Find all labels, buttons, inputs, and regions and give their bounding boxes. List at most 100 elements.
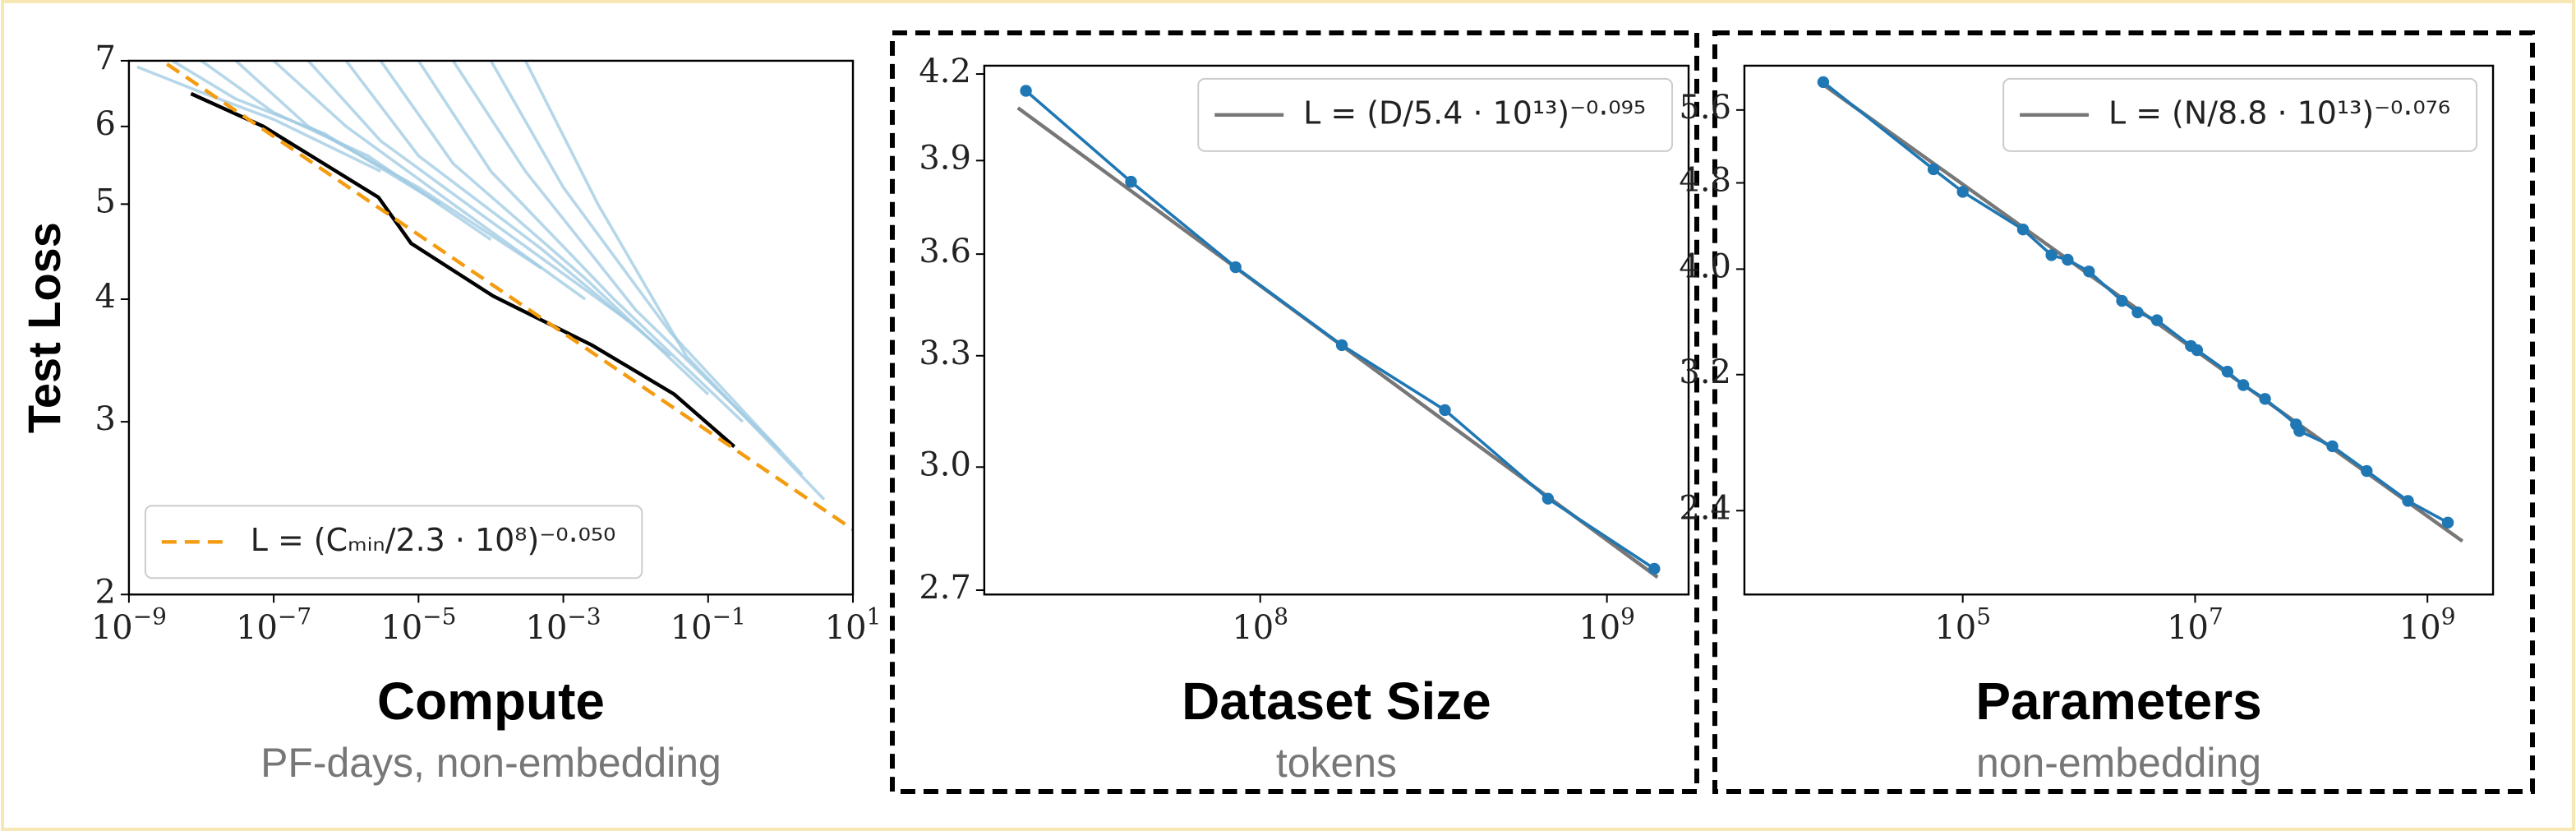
x-tick-label: 101 <box>825 602 882 647</box>
x-axis-sublabel: tokens <box>1276 740 1397 786</box>
data-point <box>1541 492 1555 505</box>
data-point <box>1439 404 1451 417</box>
data-point <box>1229 261 1242 274</box>
legend-box <box>144 505 643 579</box>
y-tick-label: 2 <box>94 573 115 611</box>
tick-base: 10 <box>1934 609 1976 647</box>
data-point <box>1648 562 1661 575</box>
loss-curve <box>306 60 630 323</box>
loss-curve <box>136 65 382 173</box>
tick-base: 10 <box>670 609 712 647</box>
loss-curve <box>272 60 587 301</box>
plot <box>1817 76 2464 543</box>
loss-curve <box>523 60 826 501</box>
legend-label: L = (Cₘᵢₙ/2.3 · 10⁸)⁻⁰·⁰⁵⁰ <box>251 522 616 558</box>
data-point <box>2083 265 2095 278</box>
y-tick-label: 4.2 <box>919 53 971 90</box>
legend-label: L = (N/8.8 · 10¹³)⁻⁰·⁰⁷⁶ <box>2108 95 2450 131</box>
data-point <box>2062 253 2074 266</box>
axes-frame <box>1743 64 2495 596</box>
tick-exponent: −9 <box>133 602 167 630</box>
tick-exponent: 9 <box>1620 602 1635 630</box>
x-tick-label: 10−3 <box>526 602 601 647</box>
data-point <box>2293 425 2306 437</box>
y-tick-label: 7 <box>94 39 115 77</box>
x-tick-label: 108 <box>1232 602 1288 647</box>
tick-base: 10 <box>2167 609 2209 647</box>
data-point <box>2131 306 2144 319</box>
plot <box>1016 85 1661 579</box>
loss-curve <box>379 60 710 395</box>
data-point <box>2441 516 2454 529</box>
x-tick-label: 10−9 <box>91 602 167 647</box>
tick-base: 10 <box>526 609 568 647</box>
x-axis-label: Compute <box>377 672 605 731</box>
x-tick-label: 10−7 <box>236 602 311 647</box>
tick-exponent: −3 <box>567 602 601 630</box>
tick-exponent: −7 <box>278 602 311 630</box>
dashed-box <box>889 30 1700 795</box>
legend: L = (D/5.4 · 10¹³)⁻⁰·⁰⁹⁵ <box>1197 77 1674 152</box>
axes-frame <box>983 64 1690 596</box>
x-tick-label: 105 <box>1934 602 1991 647</box>
y-tick-label: 4 <box>94 278 115 316</box>
tick-exponent: 9 <box>2441 602 2456 630</box>
loss-curve <box>489 60 804 476</box>
data-point <box>1125 175 1137 188</box>
loss-curve <box>234 60 543 270</box>
x-tick-label: 107 <box>2167 602 2223 647</box>
data-point <box>2259 393 2271 405</box>
data-point <box>2045 249 2058 261</box>
loss-curve <box>190 91 736 449</box>
tick-base: 10 <box>91 609 133 647</box>
data-point <box>1817 76 1830 89</box>
tick-base: 10 <box>825 609 867 647</box>
tick-exponent: 1 <box>867 602 882 630</box>
tick-exponent: 5 <box>1976 602 1991 630</box>
dashed-box <box>1712 30 2535 795</box>
data-point <box>2402 495 2414 507</box>
x-tick-label: 10−5 <box>380 602 456 647</box>
data-point <box>2116 294 2128 307</box>
legend-box <box>1197 77 1674 152</box>
axes-frame <box>127 59 855 596</box>
tick-exponent: 8 <box>1274 602 1288 630</box>
data-point <box>2326 440 2339 453</box>
y-tick-label: 3.2 <box>1679 353 1731 391</box>
legend-label: L = (D/5.4 · 10¹³)⁻⁰·⁰⁹⁵ <box>1303 95 1646 131</box>
y-tick-label: 2.7 <box>919 569 971 607</box>
x-tick-label: 10−1 <box>670 602 746 647</box>
tick-base: 10 <box>1578 609 1620 647</box>
x-tick-label: 109 <box>2399 602 2456 647</box>
x-axis-sublabel: PF-days, non-embedding <box>260 740 721 786</box>
data-point <box>2221 365 2234 378</box>
tick-base: 10 <box>380 609 422 647</box>
x-axis-label: Dataset Size <box>1182 672 1491 731</box>
y-tick-label: 3.9 <box>919 139 971 177</box>
loss-curve <box>344 60 671 358</box>
y-tick-label: 4.8 <box>1679 162 1731 200</box>
y-tick-label: 3.0 <box>919 446 971 483</box>
tick-exponent: −1 <box>712 602 746 630</box>
tick-base: 10 <box>236 609 278 647</box>
data-point <box>1020 85 1032 97</box>
y-tick-label: 6 <box>94 105 115 143</box>
x-axis-label: Parameters <box>1975 672 2261 731</box>
data-point <box>2150 314 2164 326</box>
y-tick-label: 5.6 <box>1679 89 1731 127</box>
data-point <box>2361 464 2373 478</box>
data-point <box>1956 186 1969 198</box>
y-tick-label: 3 <box>94 400 115 438</box>
loss-curve <box>417 60 744 423</box>
y-tick-label: 3.3 <box>919 335 971 372</box>
legend: L = (Cₘᵢₙ/2.3 · 10⁸)⁻⁰·⁰⁵⁰ <box>144 505 643 579</box>
x-tick-label: 109 <box>1578 602 1635 647</box>
plot-area <box>1744 65 2494 595</box>
tick-exponent: −5 <box>422 602 456 630</box>
data-point <box>1335 339 1348 352</box>
y-tick-label: 3.6 <box>919 233 971 270</box>
data-point <box>2016 223 2030 236</box>
plot-area <box>984 65 1689 595</box>
tick-base: 10 <box>2399 609 2441 647</box>
